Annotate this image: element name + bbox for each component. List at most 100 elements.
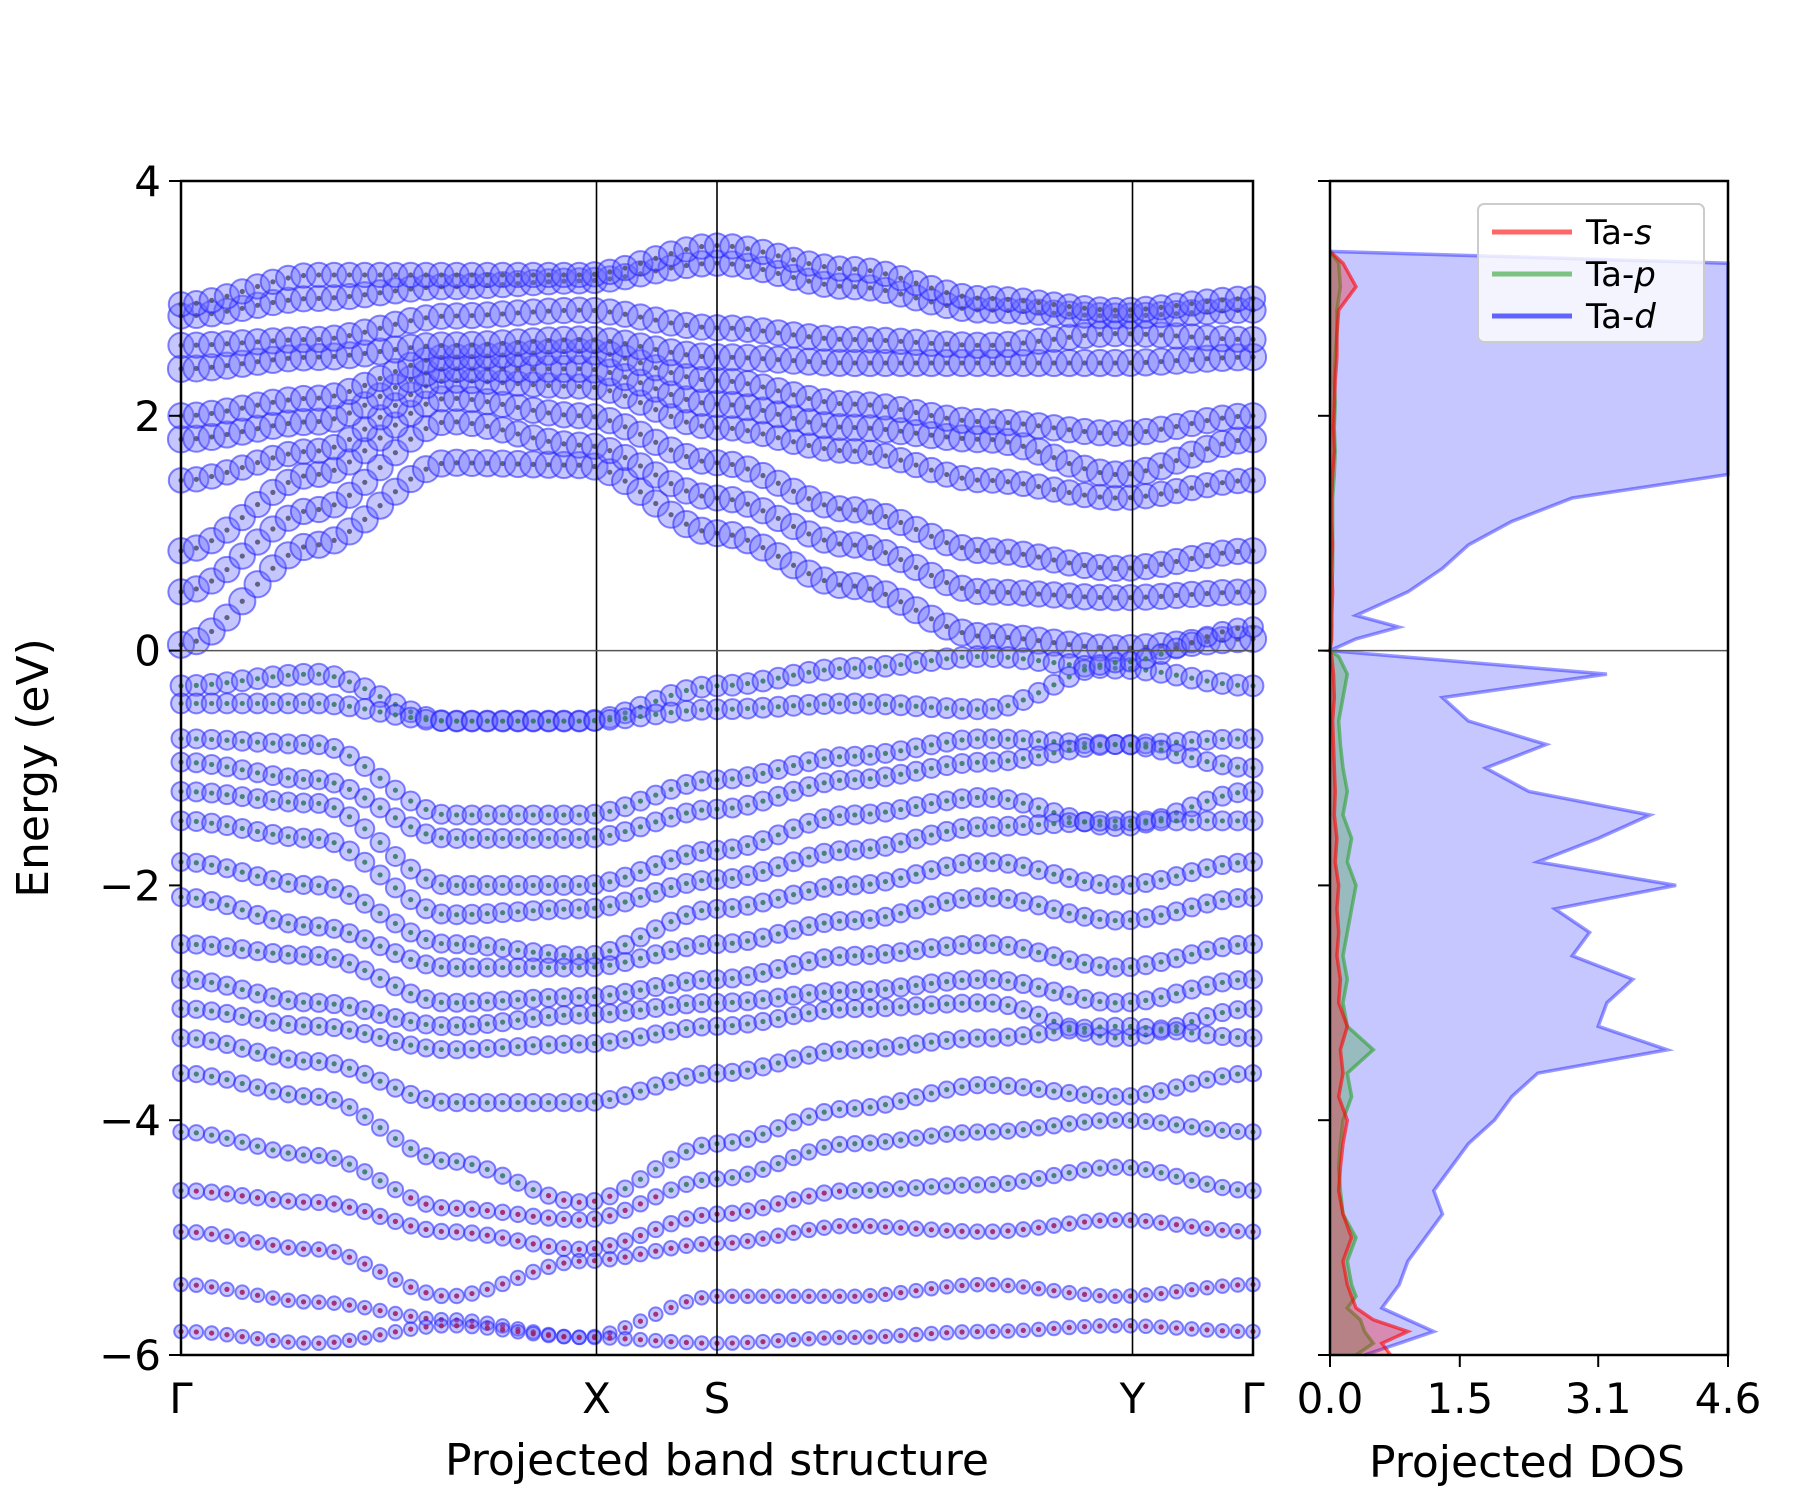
band-point-core xyxy=(377,709,383,715)
band-point-core xyxy=(1173,1084,1180,1091)
band-point-core xyxy=(408,362,414,368)
band-point-core xyxy=(423,717,429,723)
band-point-core xyxy=(224,902,230,908)
band-point-core xyxy=(484,423,490,429)
band-point-core xyxy=(699,1024,705,1030)
band-point-core xyxy=(867,846,873,852)
band-point-core xyxy=(622,1336,628,1342)
band-point-core xyxy=(193,977,199,983)
band-point-core xyxy=(668,814,674,820)
band-point-core xyxy=(469,420,475,427)
band-point-core xyxy=(944,1087,950,1093)
band-point-core xyxy=(821,1293,827,1299)
band-point-core xyxy=(944,1131,950,1137)
band-point-core xyxy=(285,1091,291,1097)
band-point-core xyxy=(882,1291,889,1297)
band-point-core xyxy=(1051,871,1057,877)
band-point-core xyxy=(1204,417,1210,424)
band-point-core xyxy=(316,1058,322,1065)
band-point-core xyxy=(1020,1033,1026,1039)
band-point-core xyxy=(790,962,797,968)
band-point-core xyxy=(438,272,444,278)
band-point-core xyxy=(1066,1221,1072,1227)
band-point-core xyxy=(1005,419,1011,426)
band-point-core xyxy=(990,1229,996,1235)
band-point-core xyxy=(821,502,827,508)
band-point-core xyxy=(209,473,215,480)
band-point-core xyxy=(484,1021,490,1027)
band-point-core xyxy=(193,1229,199,1235)
band-point-core xyxy=(316,923,322,930)
band-point-core xyxy=(1005,1083,1011,1089)
band-point-core xyxy=(1204,678,1210,684)
band-point-core xyxy=(285,552,291,558)
band-point-core xyxy=(530,1241,536,1247)
band-point-core xyxy=(1005,439,1011,445)
band-point-core xyxy=(515,947,521,953)
band-point-core xyxy=(852,1293,858,1299)
band-point-core xyxy=(454,272,460,278)
band-point-core xyxy=(515,718,521,724)
band-point-core xyxy=(1204,818,1210,824)
band-point-core xyxy=(1081,466,1088,472)
band-point-core xyxy=(775,388,781,394)
band-point-core xyxy=(331,1001,337,1007)
band-point-core xyxy=(1097,494,1103,500)
band-point-core xyxy=(239,869,245,875)
band-point-core xyxy=(545,1243,552,1250)
band-point-core xyxy=(316,1094,322,1100)
band-point-core xyxy=(576,1334,582,1340)
band-point-core xyxy=(928,1090,935,1096)
band-point-core xyxy=(193,638,199,644)
band-point-core xyxy=(913,564,919,571)
band-point-core xyxy=(209,1231,215,1237)
band-point-core xyxy=(1066,489,1072,496)
band-point-core xyxy=(729,940,735,946)
band-point-core xyxy=(775,515,781,522)
band-point-core xyxy=(1066,992,1072,999)
band-point-core xyxy=(423,1096,429,1102)
band-point-core xyxy=(729,706,735,712)
band-point-core xyxy=(1189,1030,1195,1036)
band-point-core xyxy=(300,999,307,1005)
band-point-core xyxy=(928,1330,935,1337)
band-point-core xyxy=(990,859,996,865)
band-point-core xyxy=(1219,550,1225,556)
band-point-core xyxy=(545,1042,552,1048)
band-point-core xyxy=(1219,897,1225,903)
band-point-core xyxy=(867,1223,873,1229)
band-point-core xyxy=(745,1067,751,1073)
band-point-core xyxy=(699,1177,705,1183)
band-point-core xyxy=(377,435,383,441)
band-point-core xyxy=(515,835,521,842)
band-point-core xyxy=(1020,756,1026,762)
band-point-core xyxy=(454,812,460,818)
band-point-core xyxy=(668,709,674,716)
band-point-core xyxy=(346,1027,353,1033)
band-point-core xyxy=(561,882,567,889)
band-point-core xyxy=(454,1229,460,1235)
band-point-core xyxy=(775,966,781,972)
band-point-core xyxy=(270,399,276,405)
band-point-core xyxy=(1020,1284,1026,1290)
band-point-core xyxy=(254,402,261,408)
band-point-core xyxy=(653,698,659,704)
band-point-core xyxy=(1005,758,1011,764)
band-point-core xyxy=(239,1236,245,1243)
band-point-core xyxy=(729,1069,735,1075)
band-point-core xyxy=(928,800,935,807)
band-point-core xyxy=(653,1194,659,1200)
band-point-core xyxy=(193,895,199,901)
band-point-core xyxy=(300,800,307,806)
band-point-core xyxy=(362,426,368,432)
band-point-core xyxy=(882,404,889,410)
band-point-core xyxy=(362,1208,368,1215)
band-point-core xyxy=(867,952,873,958)
band-point-core xyxy=(990,653,996,660)
band-point-core xyxy=(1097,1323,1103,1329)
band-point-core xyxy=(454,1047,460,1053)
band-point-core xyxy=(239,946,245,952)
band-point-core xyxy=(1020,481,1026,487)
band-point-core xyxy=(1036,753,1042,759)
